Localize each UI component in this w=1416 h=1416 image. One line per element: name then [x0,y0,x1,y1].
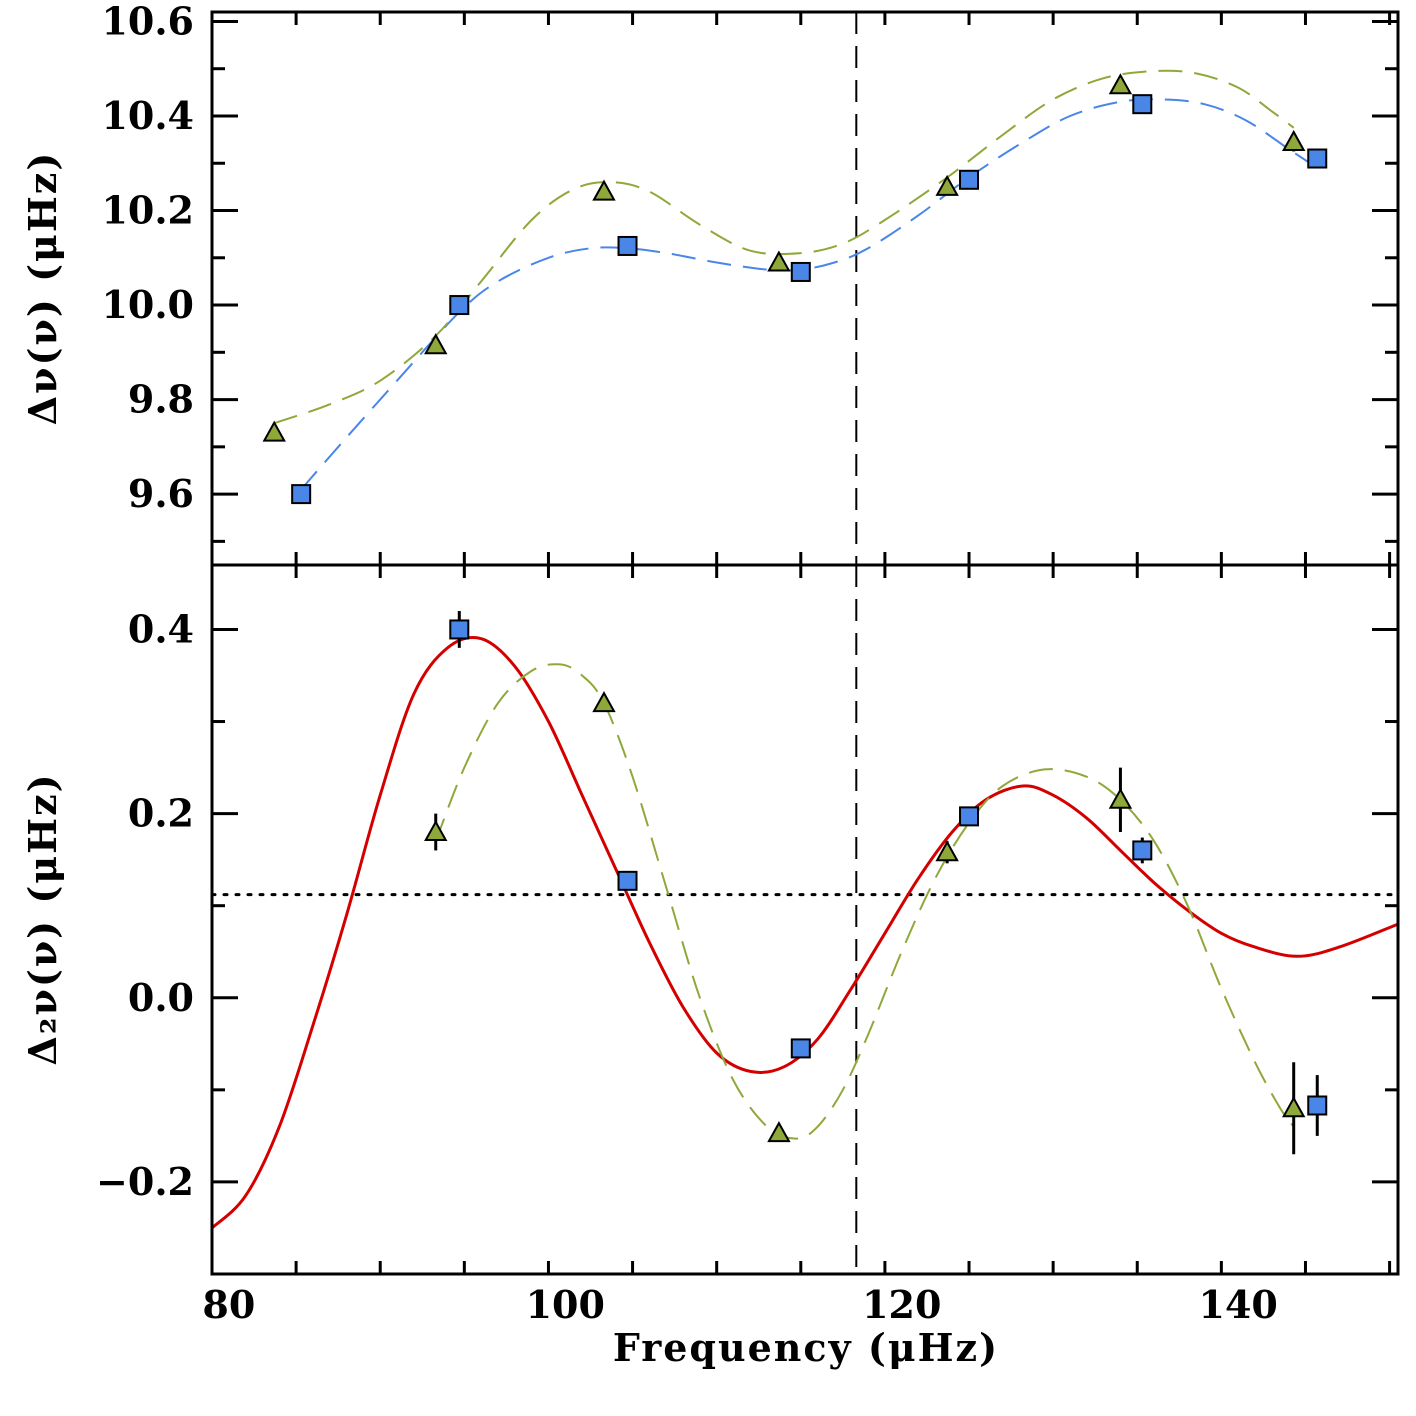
bottom-plot-frame [210,563,1400,1276]
x-tick-label: 100 [526,1282,605,1327]
triangle-point [767,250,791,272]
y-tick-label: 9.6 [128,471,194,516]
square-point [449,295,470,316]
top-fit-curves [273,12,1318,565]
triangle-point [1281,129,1306,151]
triangle-point [262,420,286,442]
triangle-point [767,1121,791,1143]
x-axis-label: Frequency (μHz) [613,1325,999,1370]
triangle-point [424,333,448,355]
triangle-point [1281,1096,1306,1118]
square-point [617,870,638,891]
square-point [1132,94,1153,115]
top-plot-frame [210,10,1400,567]
top-panel: 9.6 9.8 10.0 10.2 10.4 10.6 Δν(ν) (μHz) [20,0,1400,567]
triangle-point [1108,73,1133,95]
y-tick-label: 9.8 [128,377,194,422]
square-point [449,619,470,640]
square-point [1307,148,1328,169]
x-tick-label: 80 [202,1282,255,1327]
x-tick-label: 120 [862,1282,941,1327]
triangle-point [935,840,959,862]
triangle-point [1108,787,1133,809]
triangle-point [424,819,448,842]
square-point [1307,1095,1328,1116]
triangle-point [592,691,616,713]
y-tick-label: 0.2 [128,791,194,836]
bottom-fit-curves [210,565,1399,1274]
top-y-axis-label: Δν(ν) (μHz) [20,151,65,426]
y-tick-label: 10.4 [101,93,194,138]
square-point [959,169,980,190]
y-tick-label: 10.6 [101,0,194,43]
x-tick-label: 140 [1199,1282,1278,1327]
y-tick-label: 0.0 [128,975,194,1020]
square-point [790,1038,811,1059]
top-data-points [262,73,1328,505]
square-point [959,806,980,827]
triangles-fit [273,69,1295,425]
squares-fit [300,98,1318,491]
square-point [617,235,638,256]
bottom-y-axis-label: Δ₂ν(ν) (μHz) [20,772,65,1065]
triangle-point [935,174,959,196]
y-tick-label: −0.2 [96,1159,194,1204]
square-point [291,484,312,505]
bottom-tick-labels: −0.2 0.0 0.2 0.4 80 100 120 140 [96,606,1278,1327]
bottom-panel: −0.2 0.0 0.2 0.4 80 100 120 140 Δ₂ν(ν) (μHz) Fr… [20,563,1400,1370]
triangle-point [592,179,616,201]
top-axis-ticks [210,12,1398,565]
bottom-data-points [424,611,1328,1155]
square-point [790,261,811,282]
y-tick-label: 10.0 [101,282,194,327]
bottom-axis-ticks [210,565,1398,1276]
y-tick-label: 10.2 [101,188,194,233]
square-point [1132,840,1153,861]
y-tick-label: 0.4 [128,606,194,651]
triangles-fit [434,663,1295,1140]
squares-fit [210,636,1399,1230]
top-tick-labels: 9.6 9.8 10.0 10.2 10.4 10.6 [101,0,194,516]
